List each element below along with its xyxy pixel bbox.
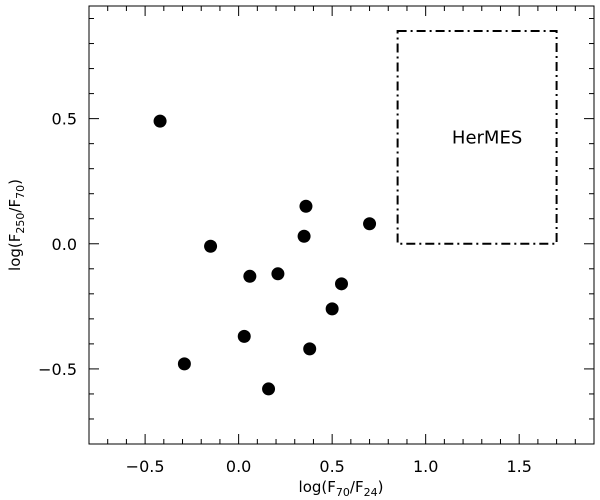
data-point <box>363 217 377 231</box>
axis-ticks <box>88 6 595 445</box>
y-tick-label: 0.0 <box>52 235 77 254</box>
x-axis-label: log(F70/F24) <box>299 478 384 499</box>
x-tick-label: 1.0 <box>413 457 438 476</box>
data-point <box>299 199 313 213</box>
hermes-region-box <box>396 30 558 245</box>
y-axis-label: log(F250/F70) <box>6 179 27 271</box>
y-tick-label: −0.5 <box>38 360 77 379</box>
data-point <box>297 229 311 243</box>
hermes-region-label: HerMES <box>452 127 522 148</box>
y-tick-label: 0.5 <box>52 110 77 129</box>
data-point <box>335 277 348 291</box>
data-point <box>262 382 276 396</box>
tick-labels: −0.5 0.0 0.5 1.0 1.5 −0.5 0.0 0.5 <box>38 110 532 476</box>
data-point <box>153 114 167 128</box>
data-point <box>243 269 257 283</box>
x-tick-label: 0.0 <box>226 457 251 476</box>
data-point <box>237 329 251 343</box>
x-tick-label: 0.5 <box>319 457 344 476</box>
plot-frame <box>88 5 595 445</box>
data-point <box>177 357 191 371</box>
data-point <box>325 302 339 316</box>
x-tick-label: −0.5 <box>126 457 165 476</box>
data-point <box>271 267 285 281</box>
data-point <box>204 239 218 253</box>
data-points <box>153 114 377 396</box>
x-tick-label: 1.5 <box>506 457 531 476</box>
data-point <box>303 342 317 356</box>
